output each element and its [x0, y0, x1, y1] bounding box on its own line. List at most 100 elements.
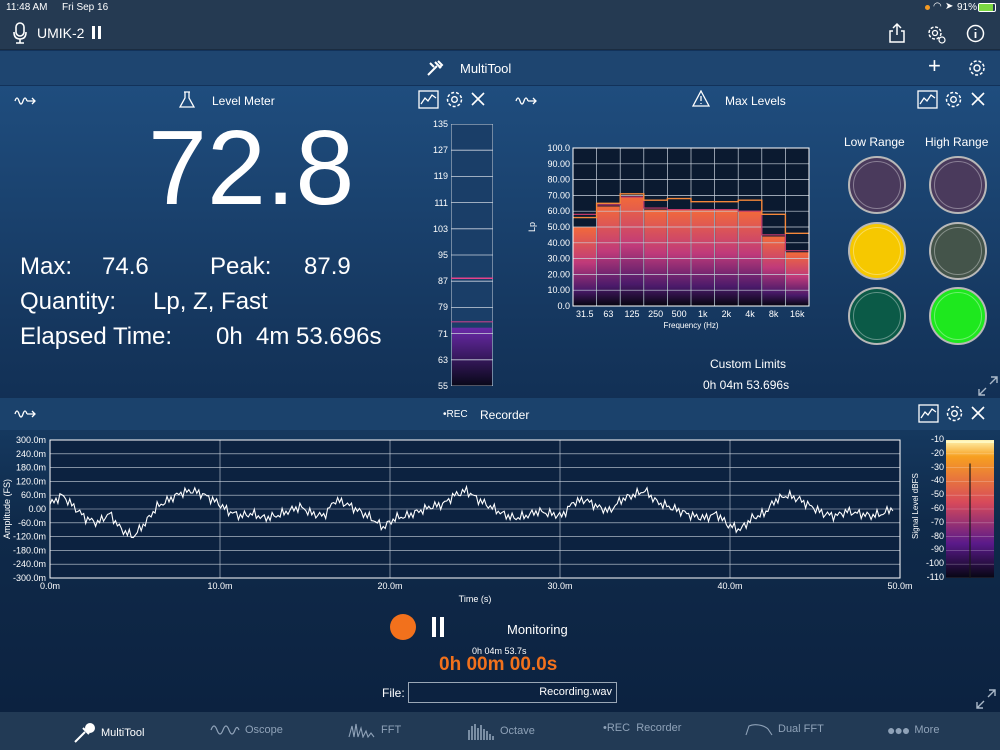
x-tick-label: 63: [603, 309, 613, 319]
status-bar: 11:48 AM Fri Sep 16 ◠ ➤ 91%: [0, 0, 1000, 16]
x-tick-label: 2k: [722, 309, 732, 319]
max-level-line: [573, 193, 809, 235]
waveform-input-icon[interactable]: [14, 407, 38, 421]
recorder-title: Recorder: [480, 408, 530, 422]
close-icon[interactable]: [971, 406, 985, 420]
device-name[interactable]: UMIK-2: [37, 25, 85, 41]
signal-scale-tick: -40: [930, 475, 944, 486]
max-label: Max:: [20, 253, 73, 280]
waveform-chart: 300.0m 240.0m 180.0m 120.0m 60.0m 0.00 -60.0m -…: [2, 435, 912, 604]
tab-octave[interactable]: Octave: [467, 722, 535, 740]
panel-settings-gear-icon[interactable]: [445, 90, 464, 109]
low-range-light-bottom: [848, 287, 906, 345]
close-icon[interactable]: [971, 92, 985, 106]
chart-frame: [49, 439, 901, 579]
tab-more[interactable]: ●●● More: [887, 722, 939, 738]
add-panel-icon[interactable]: +: [928, 53, 941, 78]
pause-button[interactable]: [432, 617, 436, 637]
octave-bar: [597, 206, 620, 306]
meter-scale-tick: 79: [437, 302, 448, 313]
signal-scale-tick: -100: [925, 558, 944, 569]
x-tick-label: 8k: [769, 309, 779, 319]
y-tick-label: 70.00: [547, 190, 570, 200]
more-icon: ●●●: [887, 722, 910, 738]
info-icon[interactable]: [966, 24, 985, 43]
signal-scale-tick: -10: [930, 434, 944, 444]
peak-label: Peak:: [210, 253, 272, 280]
pause-icon[interactable]: [92, 26, 95, 39]
y-tick-label: 20.00: [547, 269, 570, 279]
layout-settings-gear-icon[interactable]: [967, 58, 987, 78]
panel-settings-gear-icon[interactable]: [945, 404, 964, 423]
meter-scale-tick: 119: [433, 171, 448, 182]
y-tick-label: -60.0m: [18, 518, 46, 528]
meter-level-fill: [452, 327, 492, 386]
record-button[interactable]: [390, 614, 416, 640]
multitool-title: MultiTool: [460, 61, 512, 76]
meter-scale-tick: 111: [434, 197, 448, 208]
octave-bar: [785, 252, 809, 306]
wifi-icon: ◠: [933, 1, 942, 12]
recorder-status: Monitoring: [507, 622, 568, 637]
recorder-current-time: 0h 00m 00.0s: [439, 654, 558, 675]
waveform-input-icon[interactable]: [14, 94, 38, 108]
y-tick-label: 60.00: [547, 206, 570, 216]
y-tick-label: 0.00: [28, 504, 46, 514]
graph-view-icon[interactable]: [917, 90, 938, 109]
max-levels-panel: Max Levels 0.0 10.00 20.00 30.00 40.00 50.00 6…: [503, 86, 1000, 398]
high-range-label: High Range: [925, 135, 989, 149]
x-tick-label: 30.0m: [547, 581, 572, 591]
custom-limits-label: Custom Limits: [710, 357, 787, 371]
tab-label: MultiTool: [101, 727, 145, 739]
settings-gear-icon[interactable]: [925, 23, 947, 45]
quantity-label: Quantity:: [20, 288, 117, 315]
tab-dual-fft[interactable]: Dual FFT: [745, 722, 824, 736]
elapsed-label: Elapsed Time:: [20, 323, 173, 350]
multitool-icon: [74, 723, 95, 743]
x-tick-label: 0.0m: [40, 581, 60, 591]
panel-settings-gear-icon[interactable]: [944, 90, 963, 109]
signal-scale-tick: -50: [930, 489, 944, 500]
flask-icon: [179, 91, 195, 108]
low-range-light-middle: [848, 222, 906, 280]
file-name-field[interactable]: Recording.wav: [408, 682, 617, 703]
tab-oscope[interactable]: Oscope: [210, 722, 283, 738]
high-range-light-top: [929, 156, 987, 214]
low-range-light-top: [848, 156, 906, 214]
x-tick-label: 50.0m: [887, 581, 912, 591]
tab-label: •REC Recorder: [603, 722, 682, 734]
signal-scale-tick: -20: [930, 447, 944, 458]
meter-scale-tick: 95: [437, 250, 448, 260]
x-tick-label: 125: [624, 309, 639, 319]
octave-bar: [620, 196, 644, 306]
microphone-icon[interactable]: [12, 22, 28, 44]
expand-panel-icon[interactable]: [975, 688, 997, 710]
octave-icon: [468, 724, 494, 740]
waveform-input-icon[interactable]: [515, 94, 539, 108]
graph-view-icon[interactable]: [418, 90, 439, 109]
tab-multitool[interactable]: MultiTool: [72, 722, 144, 744]
graph-view-icon[interactable]: [918, 404, 939, 423]
x-tick-label: 20.0m: [377, 581, 402, 591]
close-icon[interactable]: [471, 92, 485, 106]
x-tick-label: 500: [672, 309, 687, 319]
x-tick-label: 4k: [745, 309, 755, 319]
meter-scale-tick: 63: [437, 354, 448, 365]
signal-scale-tick: -110: [926, 572, 944, 582]
y-tick-label: 50.00: [547, 222, 570, 232]
recording-dot-icon: [925, 5, 930, 10]
y-tick-label: -240.0m: [13, 559, 46, 569]
expand-panel-icon[interactable]: [977, 375, 999, 397]
tab-recorder[interactable]: •REC Recorder: [603, 722, 681, 734]
tab-fft[interactable]: FFT: [348, 722, 401, 738]
signal-scale-tick: -60: [930, 503, 944, 513]
y-tick-label: -120.0m: [13, 532, 46, 542]
elapsed-value: 0h 4m 53.696s: [216, 323, 382, 350]
recorder-panel: •REC Recorder 300.0m 240.0m 180.0m 120.0m 60…: [0, 398, 1000, 712]
meter-scale-tick: 71: [437, 328, 448, 339]
signal-scale-tick: -90: [930, 544, 944, 555]
signal-scale-tick: -70: [930, 516, 944, 527]
share-icon[interactable]: [888, 22, 906, 44]
y-tick-label: 180.0m: [16, 463, 46, 473]
octave-bar: [715, 209, 738, 306]
